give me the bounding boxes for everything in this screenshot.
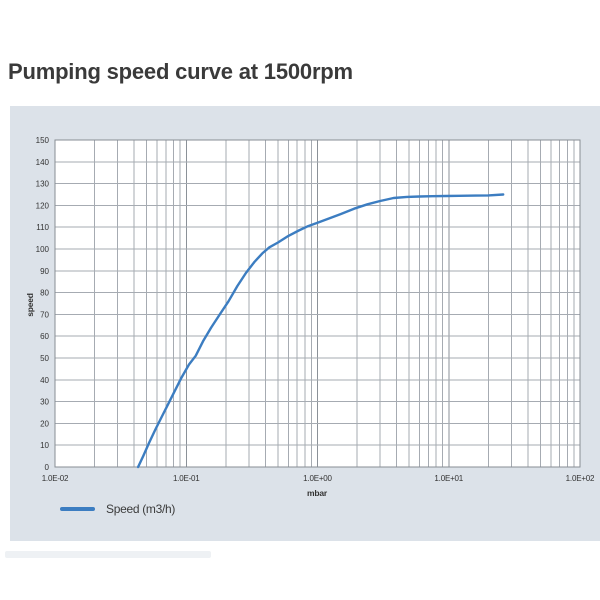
- y-tick-label: 90: [40, 267, 49, 276]
- y-tick-label: 10: [40, 441, 49, 450]
- y-tick-label: 150: [36, 136, 50, 145]
- chart-legend: Speed (m3/h): [60, 502, 175, 516]
- y-axis-title: speed: [25, 293, 35, 317]
- pumping-speed-chart: 0 10 20 30 40 50 60 70 80 90 100 110 120 130 140 150 1.0…: [36, 136, 596, 483]
- y-tick-label: 110: [36, 223, 49, 232]
- x-tick-label: 1.0E-02: [42, 474, 69, 483]
- y-tick-label: 50: [40, 354, 49, 363]
- y-tick-label: 30: [40, 398, 49, 407]
- y-tick-label: 120: [36, 201, 50, 210]
- legend-line-swatch: [60, 507, 95, 511]
- x-tick-label: 1.0E+00: [303, 474, 332, 483]
- y-tick-labels: 0 10 20 30 40 50 60 70 80 90 100 110 120 130 140 150: [36, 136, 50, 472]
- page-title: Pumping speed curve at 1500rpm: [8, 59, 353, 84]
- y-tick-label: 140: [36, 158, 50, 167]
- legend-label: Speed (m3/h): [106, 502, 176, 516]
- y-tick-label: 20: [40, 419, 49, 428]
- faint-bottom-artifact: [5, 551, 211, 558]
- y-tick-label: 100: [36, 245, 50, 254]
- y-tick-label: 80: [40, 289, 49, 298]
- x-tick-label: 1.0E+01: [434, 474, 463, 483]
- grid-lines: [55, 140, 580, 467]
- y-tick-label: 130: [36, 180, 50, 189]
- x-axis-title: mbar: [307, 488, 327, 498]
- y-tick-label: 70: [40, 310, 49, 319]
- x-tick-label: 1.0E-01: [173, 474, 200, 483]
- y-tick-label: 0: [45, 463, 50, 472]
- y-tick-label: 60: [40, 332, 49, 341]
- y-tick-label: 40: [40, 376, 49, 385]
- chart-panel: 0 10 20 30 40 50 60 70 80 90 100 110 120 130 140 150 1.0…: [10, 106, 600, 541]
- x-tick-labels: 1.0E-02 1.0E-01 1.0E+00 1.0E+01 1.0E+02: [42, 474, 596, 483]
- speed-curve: [136, 193, 505, 469]
- x-tick-label: 1.0E+02: [566, 474, 595, 483]
- plot-border: [54, 139, 581, 468]
